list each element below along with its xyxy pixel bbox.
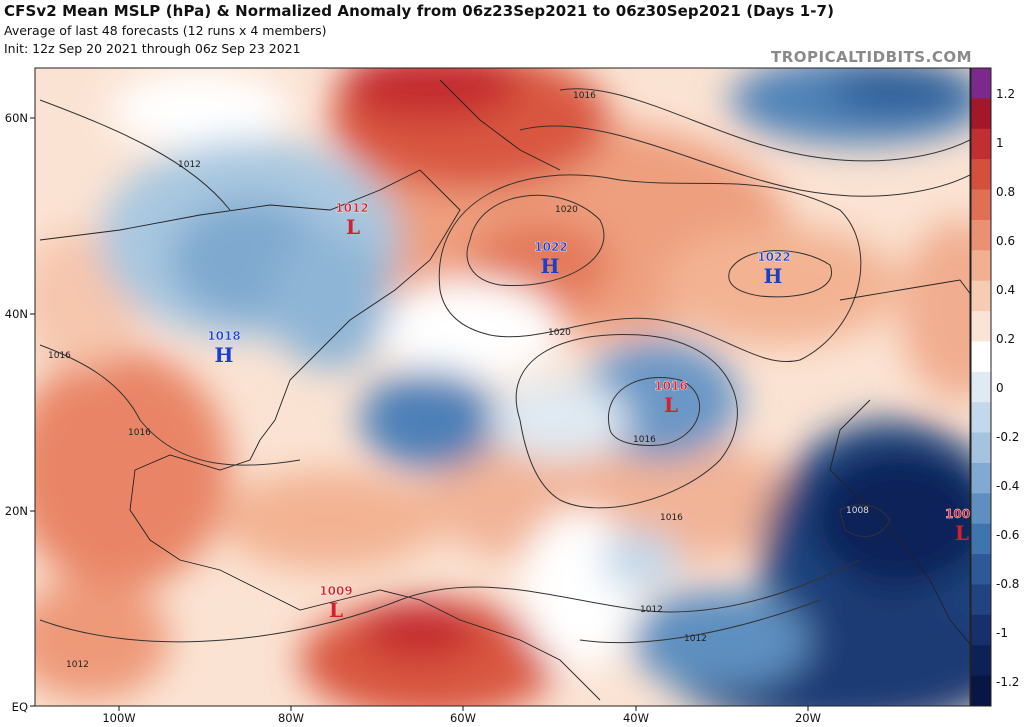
lat-label: 60N — [5, 111, 28, 125]
colorbar-label: -0.2 — [996, 430, 1019, 444]
colorbar-swatch — [971, 462, 991, 494]
colorbar-swatch — [971, 554, 991, 585]
map-subtitle: Average of last 48 forecasts (12 runs x … — [4, 23, 327, 38]
isobars — [39, 88, 970, 644]
svg-text:1016: 1016 — [654, 379, 687, 393]
colorbar-label: -0.4 — [996, 479, 1019, 493]
longitude-ticks — [118, 706, 809, 711]
colorbar-swatch — [971, 159, 991, 191]
colorbar-label: -0.6 — [996, 528, 1019, 542]
isobar-label: 1016 — [633, 435, 656, 445]
anomaly-field — [35, 68, 970, 706]
colorbar-swatch — [971, 371, 991, 403]
colorbar-label: 1.2 — [996, 87, 1015, 101]
svg-text:1018: 1018 — [207, 329, 240, 343]
isobar-labels: 1016 1012 1020 1020 1016 1016 1016 1016 … — [48, 91, 869, 670]
svg-text:L: L — [664, 393, 678, 417]
colorbar-swatch — [971, 675, 991, 707]
coastlines — [39, 79, 970, 701]
isobar-label: 1020 — [548, 328, 571, 338]
low-center: 1012 L — [335, 201, 369, 239]
isobar-label: 1012 — [640, 605, 663, 615]
colorbar-swatch — [971, 250, 991, 282]
init-time: Init: 12z Sep 20 2021 through 06z Sep 23… — [4, 41, 301, 56]
svg-text:L: L — [329, 598, 343, 622]
svg-text:H: H — [764, 264, 783, 288]
isobar-label: 1012 — [684, 634, 707, 644]
colorbar-swatch — [971, 523, 991, 555]
svg-text:L: L — [955, 521, 969, 545]
high-center: 1022 H — [757, 250, 791, 288]
colorbar-swatch — [971, 189, 991, 221]
lat-label: 40N — [5, 307, 28, 321]
colorbar-label: -1.2 — [996, 675, 1019, 689]
svg-text:1022: 1022 — [757, 250, 790, 264]
isobar-label: 1016 — [48, 351, 71, 361]
colorbar-label: -0.8 — [996, 577, 1019, 591]
svg-text:H: H — [215, 343, 234, 367]
svg-text:H: H — [541, 254, 560, 278]
svg-text:L: L — [346, 215, 360, 239]
svg-text:1009: 1009 — [319, 584, 352, 598]
isobar-label: 1016 — [128, 428, 151, 438]
map-frame — [34, 67, 971, 707]
colorbar-label: 0.6 — [996, 234, 1015, 248]
lat-label: EQ — [12, 700, 28, 714]
svg-text:1012: 1012 — [335, 201, 368, 215]
colorbar-swatch — [971, 128, 991, 160]
colorbar-label: 0.4 — [996, 283, 1015, 297]
lon-label: 100W — [102, 711, 135, 725]
svg-text:1022: 1022 — [534, 240, 567, 254]
colorbar-frame — [970, 67, 992, 707]
isobar-label: 1016 — [573, 91, 596, 101]
pressure-centers: 1012 L 1022 H 1022 H 1018 H 1016 L 100 L… — [207, 201, 970, 622]
longitude-axis: 100W 80W 60W 40W 20W — [102, 711, 821, 725]
colorbar-swatch — [971, 614, 991, 646]
isobar-label: 1016 — [660, 513, 683, 523]
colorbar — [970, 67, 992, 707]
low-center: 1016 L — [654, 379, 688, 417]
lon-label: 40W — [623, 711, 649, 725]
low-center: 100 L — [945, 507, 970, 545]
high-center: 1018 H — [207, 329, 241, 367]
colorbar-swatch — [971, 432, 991, 464]
svg-text:100: 100 — [945, 507, 970, 521]
map-title: CFSv2 Mean MSLP (hPa) & Normalized Anoma… — [4, 2, 835, 20]
lon-label: 80W — [278, 711, 304, 725]
brand-watermark: TROPICALTIDBITS.COM — [771, 48, 972, 66]
lon-label: 60W — [450, 711, 476, 725]
colorbar-swatch — [971, 584, 991, 616]
colorbar-swatch — [971, 280, 991, 312]
colorbar-label: 0.8 — [996, 185, 1015, 199]
isobar-label: 1008 — [846, 506, 869, 516]
colorbar-label: 0.2 — [996, 332, 1015, 346]
colorbar-swatch — [971, 341, 991, 373]
lat-label: 20N — [5, 504, 28, 518]
colorbar-labels: 1.2 1 0.8 0.6 0.4 0.2 0 -0.2 -0.4 -0.6 -… — [996, 87, 1019, 689]
colorbar-swatch — [971, 645, 991, 677]
colorbar-label: -1 — [996, 626, 1008, 640]
colorbar-label: 0 — [996, 381, 1004, 395]
colorbar-swatch — [971, 493, 991, 525]
lon-label: 20W — [795, 711, 821, 725]
colorbar-swatch — [971, 68, 991, 99]
latitude-ticks — [30, 117, 35, 707]
isobar-label: 1012 — [178, 160, 201, 170]
colorbar-swatch — [971, 219, 991, 251]
high-center: 1022 H — [534, 240, 568, 278]
colorbar-swatch — [971, 98, 991, 130]
colorbar-swatch — [971, 402, 991, 434]
header: CFSv2 Mean MSLP (hPa) & Normalized Anoma… — [4, 2, 1020, 56]
isobar-label: 1020 — [555, 205, 578, 215]
low-center: 1009 L — [319, 584, 353, 622]
latitude-axis: 60N 40N 20N EQ — [5, 111, 28, 714]
colorbar-label: 1 — [996, 136, 1004, 150]
isobar-label: 1012 — [66, 660, 89, 670]
colorbar-swatch — [971, 311, 991, 342]
